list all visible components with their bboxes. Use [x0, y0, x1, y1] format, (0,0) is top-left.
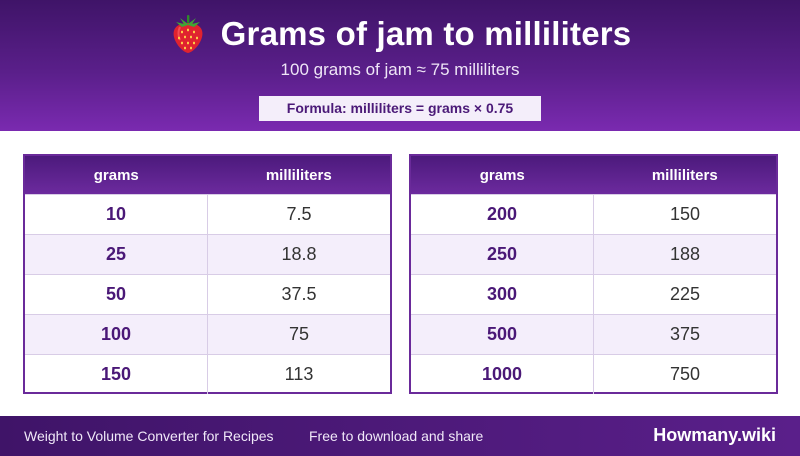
table-row: 25 18.8 [25, 234, 390, 274]
milliliters-cell: 750 [669, 364, 701, 384]
table-row: 500 375 [411, 314, 776, 354]
grams-cell: 500 [411, 315, 594, 354]
grams-cell: 300 [411, 275, 594, 314]
conversion-table-right: grams milliliters 200 150 250 188 300 22… [409, 154, 778, 394]
footer: Weight to Volume Converter for Recipes F… [0, 416, 800, 456]
milliliters-cell: 37.5 [281, 284, 317, 304]
milliliters-cell: 18.8 [281, 244, 317, 264]
table-row: 150 113 [25, 354, 390, 394]
table-header: grams milliliters [25, 156, 390, 194]
column-header-milliliters: milliliters [265, 166, 332, 184]
milliliters-cell: 188 [669, 244, 701, 264]
column-header-grams: grams [93, 166, 139, 184]
milliliters-cell: 225 [669, 284, 701, 304]
table-row: 50 37.5 [25, 274, 390, 314]
table-row: 100 75 [25, 314, 390, 354]
column-header-milliliters: milliliters [651, 166, 718, 184]
footer-tagline: Free to download and share [309, 428, 484, 444]
formula-badge: Formula: milliliters = grams × 0.75 [259, 96, 541, 121]
page-title: Grams of jam to milliliters [220, 15, 632, 52]
footer-site-name: Weight to Volume Converter for Recipes [24, 428, 274, 444]
grams-cell: 200 [411, 195, 594, 234]
page-subtitle: 100 grams of jam ≈ 75 milliliters [280, 60, 520, 79]
grams-cell: 1000 [411, 355, 594, 394]
footer-brand-link[interactable]: Howmany.wiki [653, 425, 776, 445]
grams-cell: 50 [25, 275, 208, 314]
table-header: grams milliliters [411, 156, 776, 194]
grams-cell: 250 [411, 235, 594, 274]
header: Grams of jam to milliliters 100 grams of… [0, 0, 800, 131]
milliliters-cell: 75 [288, 324, 310, 344]
milliliters-cell: 7.5 [286, 204, 312, 224]
table-row: 10 7.5 [25, 194, 390, 234]
table-row: 1000 750 [411, 354, 776, 394]
milliliters-cell: 113 [284, 364, 314, 384]
grams-cell: 10 [25, 195, 208, 234]
strawberry-icon [173, 15, 203, 53]
conversion-table-left: grams milliliters 10 7.5 25 18.8 50 37.5… [23, 154, 392, 394]
table-row: 300 225 [411, 274, 776, 314]
grams-cell: 150 [25, 355, 208, 394]
table-row: 200 150 [411, 194, 776, 234]
table-row: 250 188 [411, 234, 776, 274]
title-row: Grams of jam to milliliters [0, 12, 800, 56]
grams-cell: 25 [25, 235, 208, 274]
milliliters-cell: 375 [669, 324, 701, 344]
column-header-grams: grams [479, 166, 525, 184]
grams-cell: 100 [25, 315, 208, 354]
milliliters-cell: 150 [669, 204, 701, 224]
